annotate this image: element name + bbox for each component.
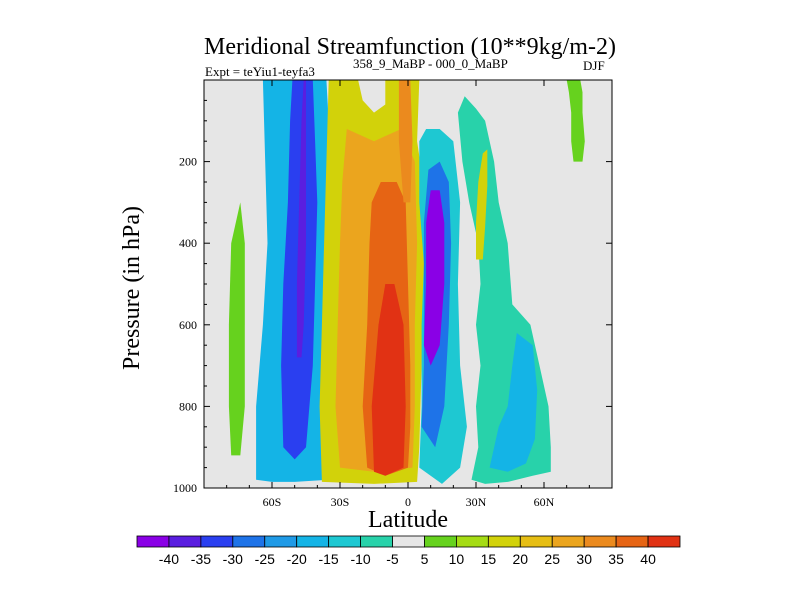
colorbar-swatch <box>583 535 617 548</box>
colorbar-swatch <box>136 535 170 548</box>
colorbar-swatch <box>615 535 649 548</box>
colorbar-swatch <box>296 535 330 548</box>
colorbar-label: 25 <box>544 551 560 567</box>
y-tick-label: 600 <box>179 318 197 332</box>
x-axis-ticks: 60S 30S 0 30N 60N <box>226 80 590 509</box>
colorbar-label: 30 <box>576 551 592 567</box>
y-axis-ticks: 200 400 600 800 1000 <box>173 99 612 495</box>
contour-region-0 <box>228 202 245 456</box>
colorbar-label: -20 <box>287 551 307 567</box>
contour-region-14 <box>476 149 488 260</box>
colorbar-label: -10 <box>350 551 370 567</box>
x-tick-label: 30S <box>331 495 350 509</box>
x-tick-label: 60S <box>263 495 282 509</box>
colorbar-label: 40 <box>640 551 656 567</box>
colorbar-swatch <box>392 535 425 548</box>
colorbar-swatch <box>487 535 521 548</box>
contour-region-3 <box>296 80 306 358</box>
y-axis-label: Pressure (in hPa) <box>119 206 145 370</box>
contour-region-15 <box>566 80 585 162</box>
colorbar-swatch <box>168 535 202 548</box>
x-tick-label: 60N <box>534 495 555 509</box>
contour-region-13 <box>489 333 538 472</box>
colorbar-label: -5 <box>386 551 399 567</box>
experiment-label: Expt = teYiu1-teyfa3 <box>205 64 315 79</box>
colorbar-label: -35 <box>191 551 211 567</box>
y-tick-label: 400 <box>179 236 197 250</box>
colorbar-label: 35 <box>608 551 624 567</box>
contour-region-7 <box>371 284 406 476</box>
colorbar-swatch <box>647 535 681 548</box>
colorbar-swatch <box>424 535 457 548</box>
season-label: DJF <box>583 58 605 73</box>
colorbar-swatch <box>360 535 393 548</box>
colorbar: -40 -35 -30 -25 -20 -15 -10 -5 5 10 15 20 25 30 35 40 <box>136 535 681 567</box>
colorbar-label: 20 <box>513 551 529 567</box>
colorbar-label: 10 <box>449 551 465 567</box>
contour-regions <box>228 80 585 484</box>
colorbar-swatch <box>232 535 266 548</box>
colorbar-label: -15 <box>318 551 338 567</box>
colorbar-label: -40 <box>159 551 179 567</box>
colorbar-label: -25 <box>255 551 275 567</box>
y-tick-label: 200 <box>179 155 197 169</box>
experiment-superscript: 358_9_MaBP - 000_0_MaBP <box>353 56 508 71</box>
colorbar-swatch <box>264 535 298 548</box>
y-tick-label: 1000 <box>173 481 197 495</box>
colorbar-swatch <box>328 535 361 548</box>
colorbar-label: 15 <box>481 551 497 567</box>
y-tick-label: 800 <box>179 399 197 413</box>
x-tick-label: 30N <box>466 495 487 509</box>
colorbar-swatch <box>519 535 553 548</box>
colorbar-swatch <box>456 535 489 548</box>
colorbar-label: -30 <box>223 551 243 567</box>
colorbar-swatch <box>200 535 234 548</box>
plot-area: 200 400 600 800 1000 60S 30S 0 30N 60N <box>173 79 613 509</box>
colorbar-label: 5 <box>421 551 429 567</box>
contour-region-11 <box>423 190 445 366</box>
contour-region-8 <box>398 80 413 203</box>
x-tick-label: 0 <box>405 495 411 509</box>
colorbar-swatch <box>551 535 585 548</box>
chart-title: Meridional Streamfunction (10**9kg/m-2) <box>204 34 616 60</box>
x-axis-label: Latitude <box>368 507 448 533</box>
